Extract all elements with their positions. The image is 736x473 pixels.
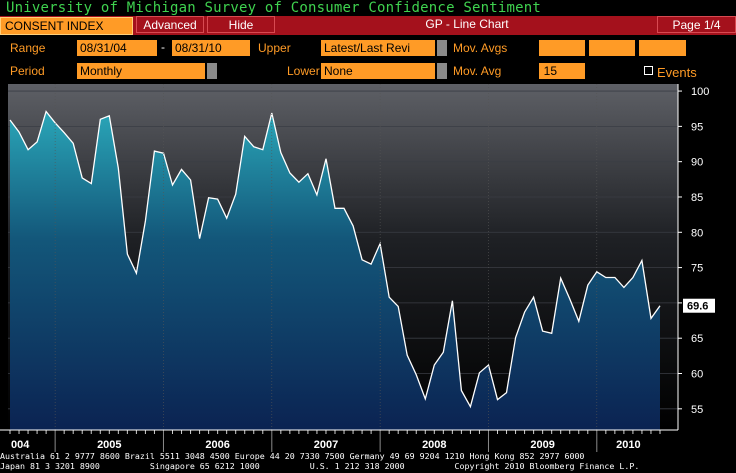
y-tick-label: 80 [691, 227, 703, 239]
x-tick-label: 2010 [616, 439, 640, 451]
period-select[interactable]: Monthly [77, 63, 205, 79]
y-tick-label: 85 [691, 192, 703, 204]
y-tick-label: 55 [691, 404, 703, 416]
lower-label: Lower [287, 64, 320, 78]
upper-label: Upper [258, 41, 291, 55]
range-start-input[interactable]: 08/31/04 [77, 40, 157, 56]
x-tick-label: 2007 [314, 439, 338, 451]
y-tick-label: 75 [691, 263, 703, 275]
period-label: Period [10, 64, 45, 78]
footer: Australia 61 2 9777 8600 Brazil 5511 304… [0, 451, 736, 473]
function-bar: Advanced Hide GP - Line Chart Page 1/4 [0, 16, 736, 35]
chart-type-label: GP - Line Chart [425, 17, 509, 31]
lower-scroll[interactable] [437, 63, 447, 79]
x-tick-label: 004 [11, 439, 30, 451]
chart-area-fill [10, 111, 660, 430]
line-chart: 556065707580859095100 004200520062007200… [0, 84, 715, 452]
last-value-badge [683, 298, 715, 313]
mov-avg-2-input[interactable] [589, 40, 635, 56]
mov-avgs-label: Mov. Avgs [453, 41, 508, 55]
y-tick-label: 95 [691, 121, 703, 133]
upper-scroll[interactable] [437, 40, 447, 56]
mov-avg-input[interactable]: 15 [539, 63, 585, 79]
mov-avg-3-input[interactable] [639, 40, 686, 56]
upper-input[interactable]: Latest/Last Revi [321, 40, 435, 56]
chart-series-line [9, 110, 661, 409]
footer-line-2: Japan 81 3 3201 8900 Singapore 65 6212 1… [0, 460, 640, 471]
mov-avg-1-input[interactable] [539, 40, 585, 56]
page-indicator[interactable]: Page 1/4 [657, 16, 736, 33]
events-checkbox[interactable] [644, 66, 653, 75]
range-separator: - [161, 40, 165, 54]
period-scroll[interactable] [207, 63, 217, 79]
window-title: University of Michigan Survey of Consume… [6, 0, 541, 16]
lower-select[interactable]: None [321, 63, 435, 79]
x-tick-label: 2006 [205, 439, 229, 451]
hide-button[interactable]: Hide [207, 16, 275, 33]
mov-avg-label: Mov. Avg [453, 64, 502, 78]
range-label: Range [10, 41, 46, 55]
last-value-label: 69.6 [687, 301, 708, 313]
x-tick-label: 2005 [97, 439, 121, 451]
y-tick-label: 60 [691, 369, 703, 381]
x-tick-label: 2009 [530, 439, 554, 451]
y-tick-label: 65 [691, 333, 703, 345]
range-end-input[interactable]: 08/31/10 [172, 40, 250, 56]
footer-line-1: Australia 61 2 9777 8600 Brazil 5511 304… [0, 451, 585, 461]
events-label: Events [657, 65, 697, 80]
consent-index-tab[interactable]: CONSENT INDEX [0, 17, 133, 35]
y-tick-label: 100 [691, 86, 709, 98]
x-tick-label: 2008 [422, 439, 446, 451]
advanced-button[interactable]: Advanced [136, 16, 204, 33]
y-tick-label: 90 [691, 157, 703, 169]
